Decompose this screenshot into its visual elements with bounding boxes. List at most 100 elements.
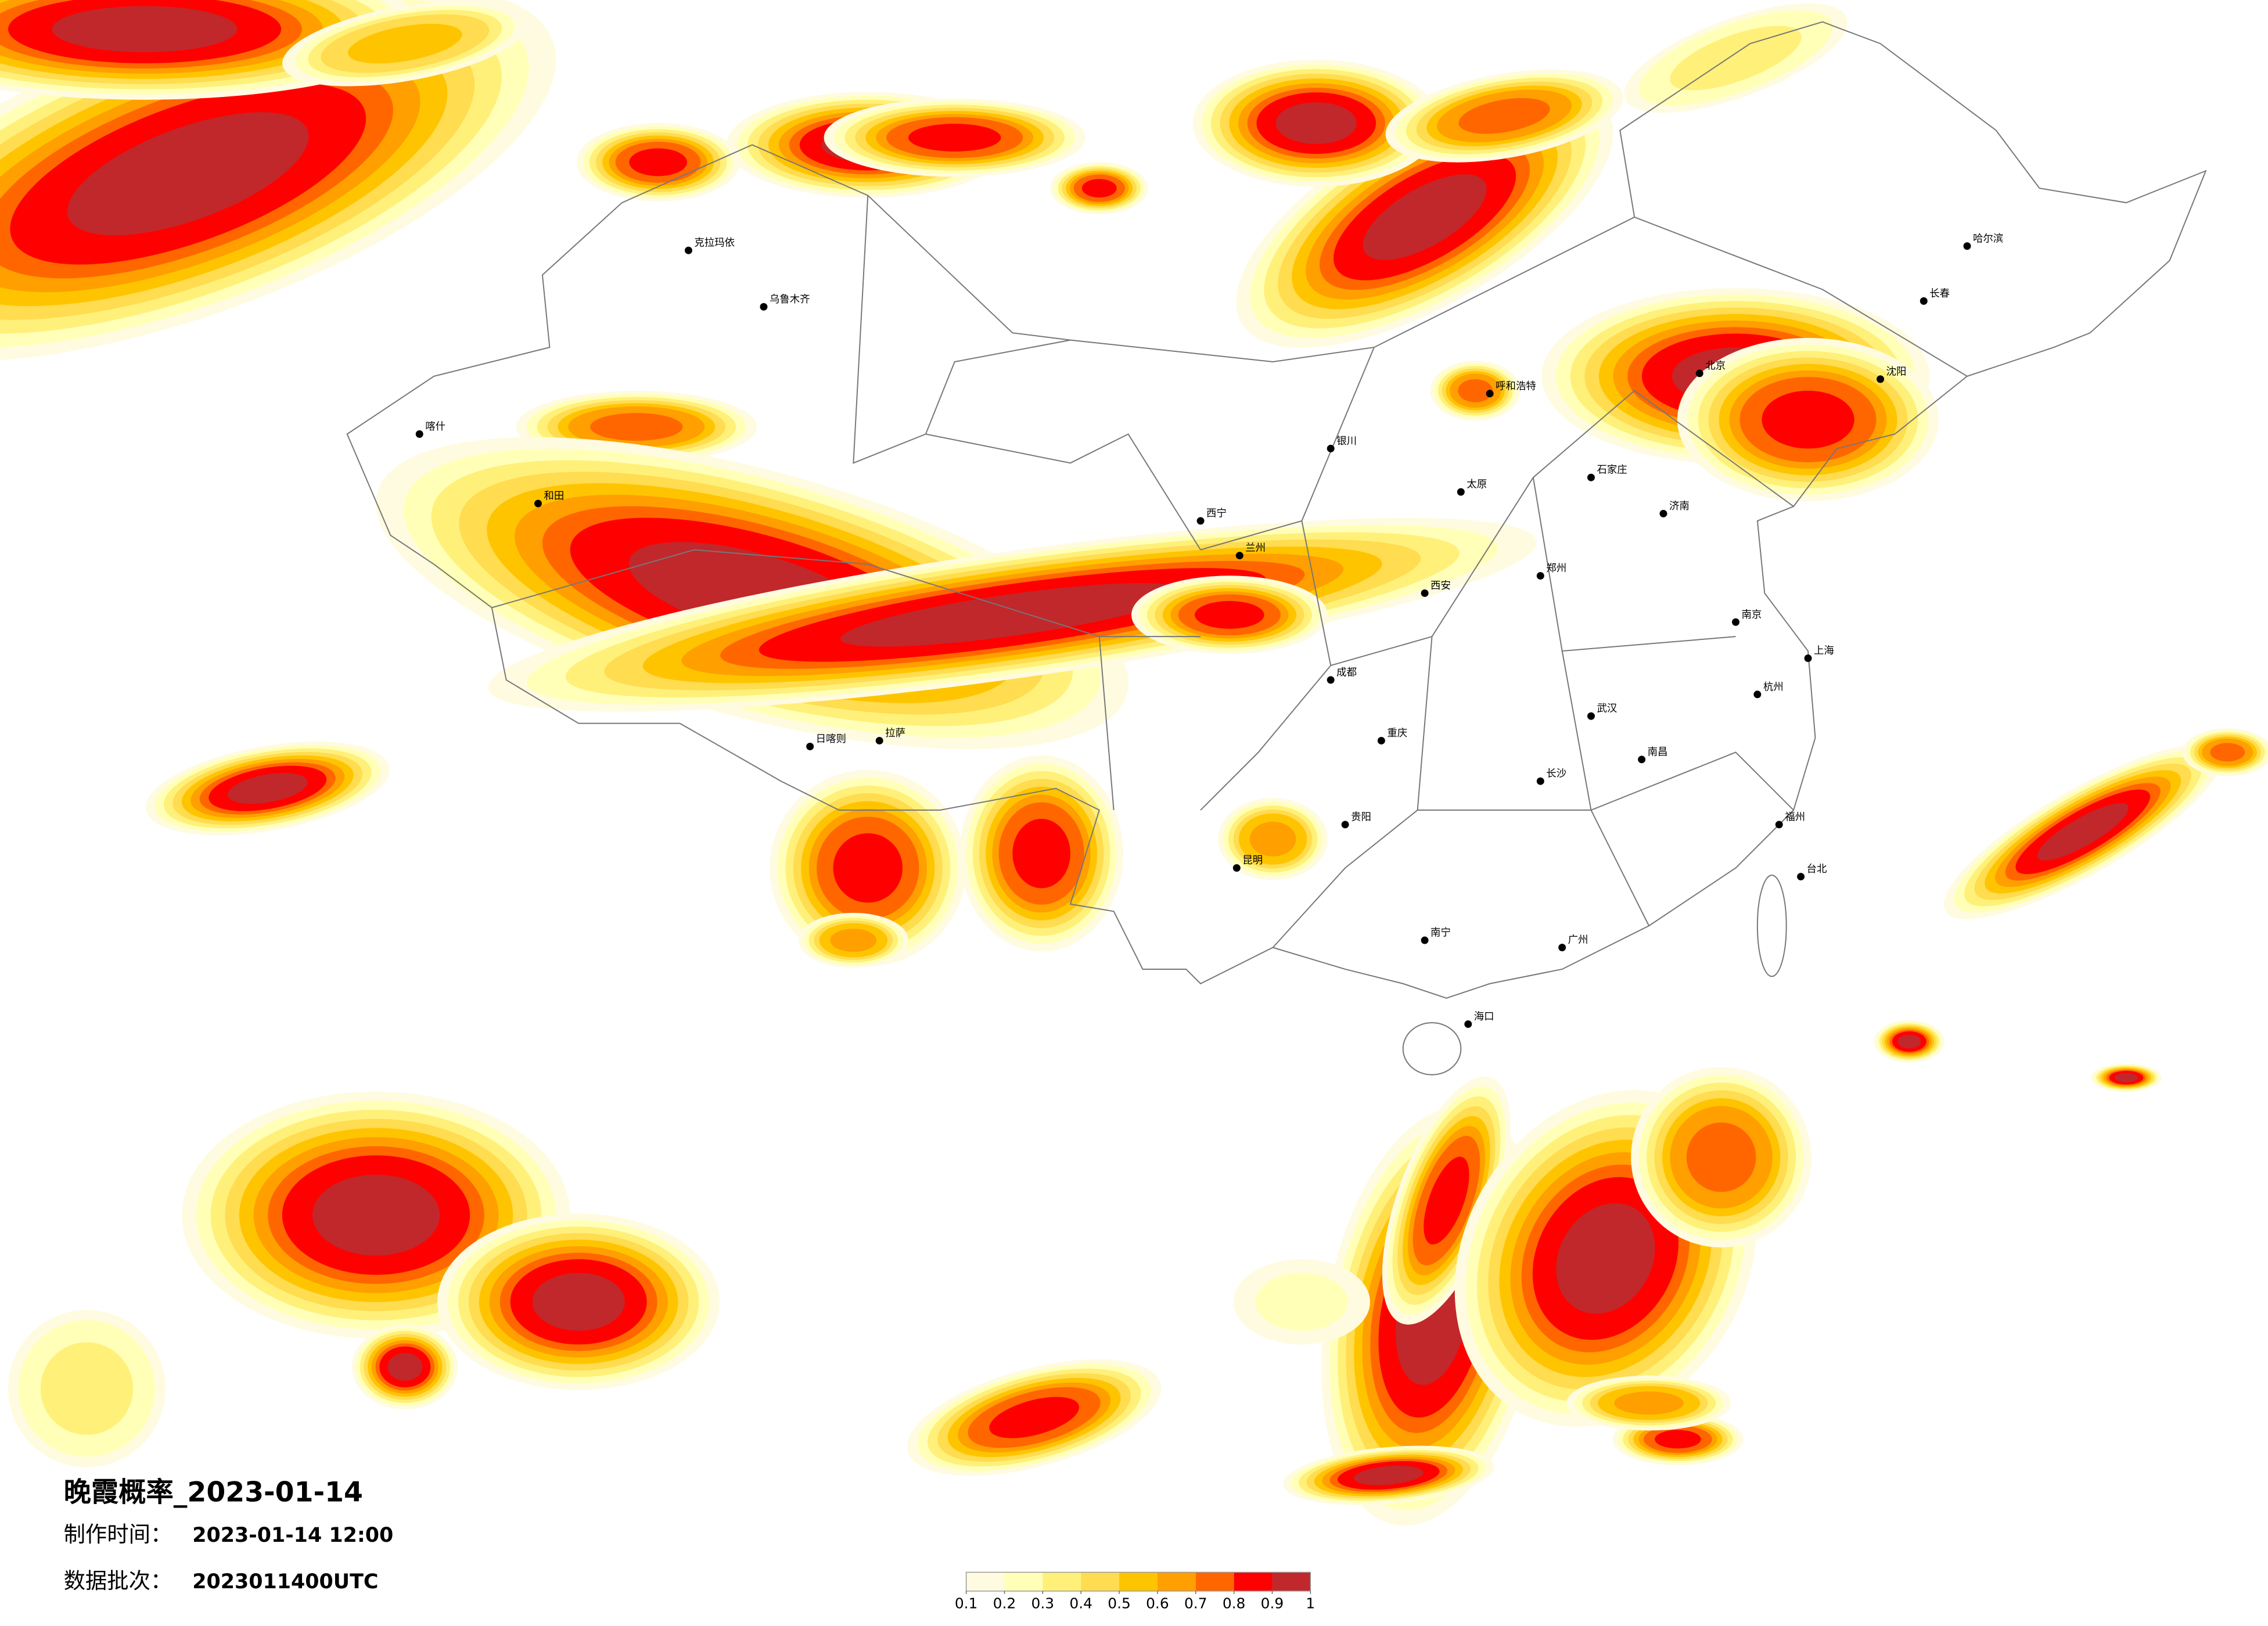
city-label: 武汉 [1597, 703, 1617, 715]
legend-frame [965, 1571, 1311, 1592]
city-label: 郑州 [1546, 563, 1566, 574]
city-label: 南昌 [1648, 746, 1668, 758]
legend-tick-label: 1 [1306, 1595, 1315, 1612]
legend: 0.1 0.2 0.3 0.4 0.5 0.6 0.7 0.8 0.9 1 [955, 1571, 1315, 1612]
probability-area [1249, 821, 1296, 857]
legend-swatch [1195, 1572, 1234, 1591]
probability-area [2210, 743, 2245, 762]
city-label: 福州 [1785, 811, 1805, 823]
city-label: 上海 [1814, 645, 1834, 657]
city-dot [1327, 676, 1335, 684]
city-label: 哈尔滨 [1973, 233, 2003, 244]
legend-swatch [1043, 1572, 1081, 1591]
taiwan [1756, 875, 1787, 977]
city-label: 沈阳 [1886, 366, 1907, 377]
city-label: 南宁 [1430, 927, 1451, 939]
legend-tick-label: 0.2 [993, 1595, 1016, 1612]
city-label: 长沙 [1546, 768, 1566, 780]
city-dot [1196, 517, 1205, 525]
city-dot [1587, 473, 1595, 481]
city-label: 杭州 [1763, 681, 1784, 693]
legend-swatch [1081, 1572, 1120, 1591]
data-batch: 2023011400UTC [192, 1570, 378, 1593]
probability-area [629, 148, 687, 177]
city-label: 台北 [1807, 864, 1827, 875]
legend-tick-label: 0.1 [955, 1595, 978, 1612]
city-label: 济南 [1669, 501, 1690, 512]
city-label: 西安 [1430, 580, 1451, 592]
probability-area [532, 1272, 625, 1331]
probability-area [908, 124, 1001, 152]
city-label: 兰州 [1245, 542, 1266, 554]
city-label: 日喀则 [816, 733, 846, 745]
city-dot [1327, 444, 1335, 452]
probability-area [1655, 1430, 1701, 1449]
city-label: 石家庄 [1597, 465, 1627, 476]
city-dot [1486, 390, 1494, 398]
probability-area [2115, 1073, 2138, 1082]
city-dot [875, 737, 883, 744]
city-dot [760, 303, 768, 311]
probability-area [1686, 1122, 1756, 1192]
legend-swatch [1119, 1572, 1158, 1591]
legend-swatch [1234, 1572, 1273, 1591]
probability-area [40, 1342, 134, 1435]
city-dot [1659, 510, 1667, 517]
city-label: 银川 [1336, 436, 1357, 447]
probability-area [1195, 600, 1264, 629]
city-dot [1732, 618, 1739, 626]
city-dot [534, 499, 542, 508]
probability-area [1363, 174, 1487, 260]
city-dot [1235, 552, 1243, 560]
city-dot [684, 246, 692, 254]
city-label: 拉萨 [885, 728, 905, 739]
title: 晚霞概率_2023-01-14 [64, 1476, 363, 1508]
city-label: 太原 [1467, 479, 1487, 491]
city-label: 喀什 [425, 421, 445, 433]
probability-area [1670, 26, 1802, 91]
city-dot [1536, 777, 1544, 785]
city-dot [415, 430, 423, 438]
legend-tick-label: 0.7 [1184, 1595, 1207, 1612]
probability-area [840, 583, 1185, 647]
probability-area [227, 773, 308, 804]
city-dot [1804, 654, 1812, 662]
data-batch-label: 数据批次： [64, 1568, 172, 1593]
country-outline [346, 21, 2207, 999]
probability-area [830, 929, 877, 952]
boundaries [346, 21, 2207, 1075]
probability-area [833, 833, 903, 903]
legend-tick-label: 0.5 [1108, 1595, 1131, 1612]
city-label: 乌鲁木齐 [770, 294, 810, 305]
legend-tick-label: 0.4 [1069, 1595, 1092, 1612]
city-dot [1797, 873, 1805, 881]
probability-area [348, 23, 462, 64]
probability-area [1897, 1034, 1921, 1049]
production-time-label: 制作时间： [64, 1521, 172, 1547]
city-label: 呼和浩特 [1496, 380, 1536, 392]
city-dot [1920, 297, 1928, 305]
probability-area [52, 6, 238, 53]
city-label: 贵阳 [1351, 811, 1371, 823]
probability-area [1614, 1391, 1684, 1415]
city-label: 西宁 [1206, 508, 1227, 519]
city-label: 长春 [1929, 288, 1950, 300]
city-label: 重庆 [1387, 728, 1407, 739]
city-dot [1536, 572, 1544, 580]
probability-area [1762, 390, 1854, 449]
city-dot [1421, 936, 1429, 944]
probability-area [1424, 1156, 1469, 1245]
city-label: 广州 [1568, 934, 1588, 946]
legend-tick-label: 0.8 [1223, 1595, 1246, 1612]
probability-area [1458, 379, 1493, 402]
legend-swatch [1272, 1572, 1311, 1591]
city-dot [1587, 712, 1595, 720]
city-dot [1377, 737, 1385, 744]
city-dot [1457, 488, 1465, 496]
city-dot [1558, 944, 1566, 952]
hainan [1402, 1022, 1462, 1075]
probability-area [1354, 1465, 1424, 1485]
probability-area [387, 1352, 423, 1381]
city-label: 昆明 [1242, 855, 1263, 866]
